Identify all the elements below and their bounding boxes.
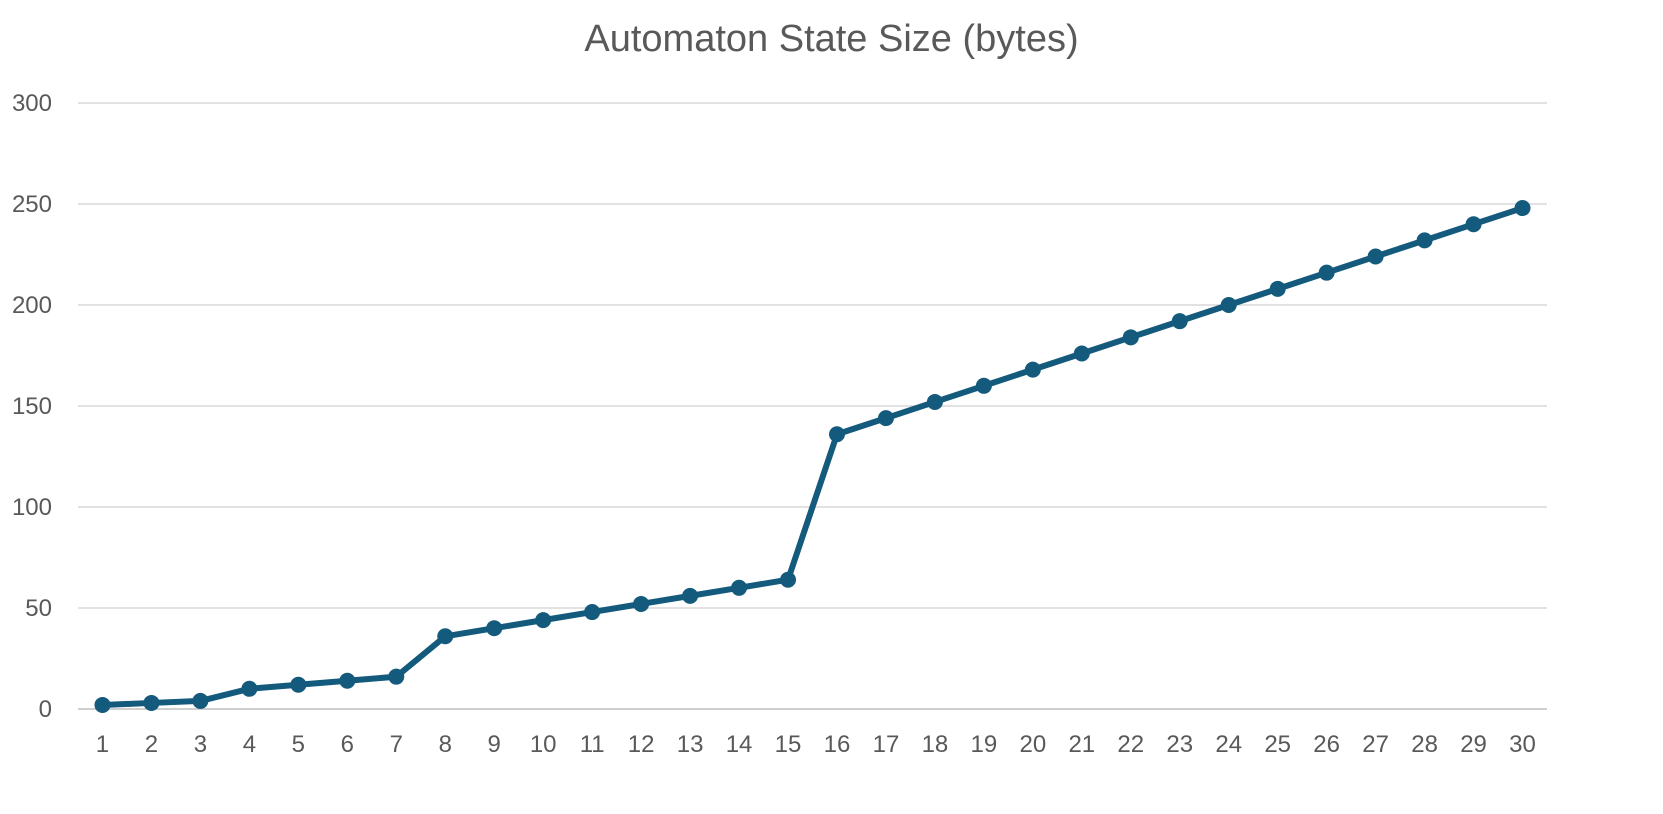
x-tick-label: 14 <box>726 731 753 758</box>
data-point <box>94 696 111 713</box>
x-tick-label: 17 <box>873 731 900 758</box>
data-point <box>926 393 943 410</box>
data-point <box>1465 216 1482 233</box>
y-tick-label: 150 <box>12 393 52 420</box>
data-point <box>1416 232 1433 249</box>
y-axis-ticks: 0 50 100 150 200 250 300 <box>12 90 52 723</box>
data-point <box>1367 248 1384 265</box>
data-point <box>437 628 454 645</box>
x-tick-label: 30 <box>1509 731 1536 758</box>
data-point <box>143 694 160 711</box>
data-point <box>828 426 845 443</box>
x-tick-label: 15 <box>775 731 802 758</box>
data-point <box>1122 329 1139 346</box>
x-tick-label: 26 <box>1313 731 1340 758</box>
x-axis-ticks: 1 2 3 4 5 6 7 8 9 10 11 12 13 14 15 16 17 18 19 20 21 22 23 24 2… <box>96 731 1536 758</box>
series-line <box>99 205 1526 708</box>
y-tick-label: 0 <box>39 696 52 723</box>
x-tick-label: 1 <box>96 731 109 758</box>
y-tick-label: 50 <box>25 595 52 622</box>
x-tick-label: 24 <box>1215 731 1242 758</box>
data-point <box>1514 200 1531 217</box>
x-tick-label: 11 <box>580 731 605 758</box>
data-point <box>584 604 601 621</box>
gridlines <box>78 102 1547 710</box>
data-point <box>731 579 748 596</box>
x-tick-label: 9 <box>488 731 501 758</box>
x-tick-label: 18 <box>922 731 949 758</box>
x-tick-label: 3 <box>194 731 207 758</box>
y-tick-label: 200 <box>12 292 52 319</box>
x-tick-label: 6 <box>341 731 354 758</box>
x-tick-label: 25 <box>1264 731 1291 758</box>
x-tick-label: 8 <box>439 731 452 758</box>
data-point <box>877 410 894 427</box>
data-point <box>241 680 258 697</box>
x-tick-label: 2 <box>145 731 158 758</box>
x-tick-label: 16 <box>824 731 851 758</box>
data-point <box>339 672 356 689</box>
x-tick-label: 20 <box>1019 731 1046 758</box>
y-tick-label: 300 <box>12 90 52 117</box>
x-tick-label: 29 <box>1460 731 1487 758</box>
data-point <box>1220 297 1237 313</box>
data-point <box>290 676 307 693</box>
data-point <box>192 692 209 709</box>
x-tick-label: 4 <box>243 731 256 758</box>
x-tick-label: 7 <box>390 731 403 758</box>
x-tick-label: 27 <box>1362 731 1389 758</box>
x-tick-label: 21 <box>1068 731 1095 758</box>
data-point <box>1024 361 1041 378</box>
data-point <box>1269 280 1286 297</box>
data-point <box>1171 313 1188 330</box>
x-tick-label: 28 <box>1411 731 1438 758</box>
data-point <box>633 595 650 612</box>
series-layer <box>94 200 1531 713</box>
data-point <box>1073 345 1090 362</box>
data-point <box>682 587 699 604</box>
x-tick-label: 10 <box>530 731 557 758</box>
chart-title: Automaton State Size (bytes) <box>584 18 1079 60</box>
x-tick-label: 13 <box>677 731 704 758</box>
y-tick-label: 100 <box>12 494 52 521</box>
data-point <box>535 612 552 629</box>
data-point <box>975 377 992 394</box>
data-point <box>780 571 797 588</box>
x-tick-label: 23 <box>1166 731 1193 758</box>
x-tick-label: 22 <box>1117 731 1144 758</box>
x-tick-label: 19 <box>971 731 998 758</box>
data-point <box>486 620 503 637</box>
x-tick-label: 5 <box>292 731 305 758</box>
y-tick-label: 250 <box>12 191 52 218</box>
data-point <box>1318 264 1335 281</box>
x-tick-label: 12 <box>628 731 655 758</box>
data-point <box>388 668 405 685</box>
